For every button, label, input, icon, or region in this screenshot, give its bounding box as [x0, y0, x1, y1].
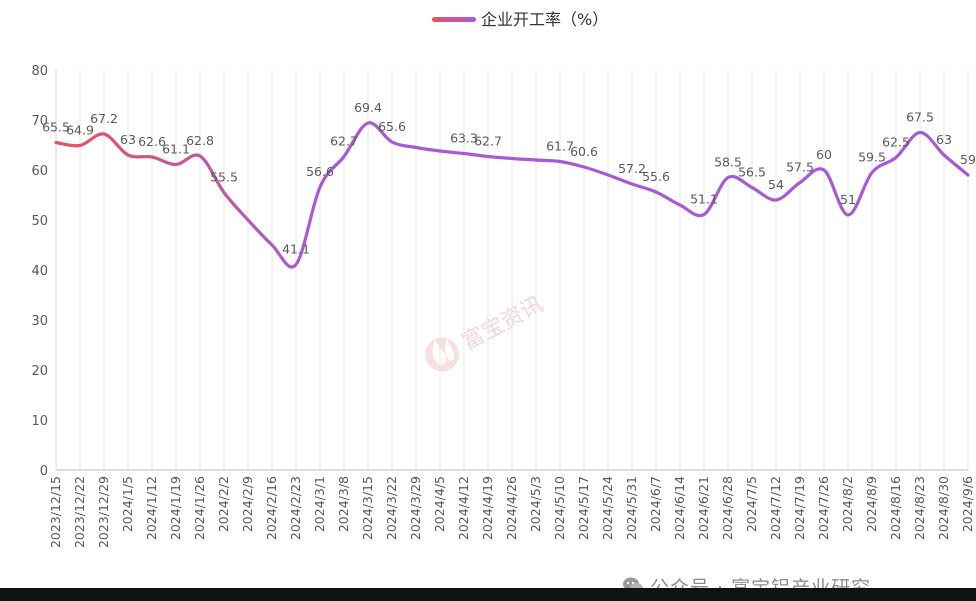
x-tick-label: 2024/6/7: [648, 476, 663, 532]
watermark-center: 富宝资讯: [425, 292, 548, 372]
x-tick-label: 2023/12/29: [96, 476, 111, 548]
x-tick-label: 2024/9/6: [960, 476, 975, 532]
data-label: 60: [816, 147, 832, 162]
x-tick-label: 2024/2/2: [216, 476, 231, 532]
x-tick-label: 2024/5/17: [576, 476, 591, 540]
data-label: 64.9: [66, 123, 94, 138]
data-label: 61.1: [162, 142, 190, 157]
x-tick-label: 2024/2/23: [288, 476, 303, 540]
y-tick-label: 80: [31, 64, 48, 79]
vertical-gridlines: [55, 70, 969, 470]
data-label: 41.1: [282, 242, 310, 257]
x-tick-label: 2024/1/5: [120, 476, 135, 532]
x-tick-label: 2024/8/30: [936, 476, 951, 540]
x-tick-label: 2024/2/9: [240, 476, 255, 532]
data-label: 62.7: [330, 134, 358, 149]
data-label: 65.6: [378, 119, 406, 134]
data-label: 67.2: [90, 111, 118, 126]
axes: [55, 70, 968, 471]
x-tick-label: 2024/1/12: [144, 476, 159, 540]
x-tick-label: 2023/12/22: [72, 476, 87, 548]
data-label: 58.5: [714, 155, 742, 170]
x-tick-label: 2024/3/29: [408, 476, 423, 540]
x-tick-label: 2024/3/8: [336, 476, 351, 532]
legend: 企业开工率（%）: [432, 10, 608, 29]
data-label: 65.5: [42, 120, 70, 135]
data-label: 57.5: [786, 160, 814, 175]
y-tick-label: 60: [31, 164, 48, 179]
x-tick-label: 2024/6/14: [672, 476, 687, 540]
data-label: 63: [936, 132, 952, 147]
x-tick-label: 2024/1/26: [192, 476, 207, 540]
y-tick-label: 50: [31, 214, 48, 229]
data-label: 59.5: [858, 150, 886, 165]
data-labels: 65.564.967.263 62.661.162.855.541.156.662…: [42, 100, 976, 257]
data-label: 62.8: [186, 133, 214, 148]
x-tick-label: 2024/4/19: [480, 476, 495, 540]
data-label: 60.6: [570, 144, 598, 159]
x-tick-label: 2024/8/23: [912, 476, 927, 540]
data-label: 51.1: [690, 192, 718, 207]
x-axis-ticks: 2023/12/15 2023/12/22 2023/12/29 2024/1/5 20…: [48, 476, 975, 548]
series-line: [54, 121, 970, 269]
data-label: 54: [768, 177, 784, 192]
x-tick-label: 2024/8/2: [840, 476, 855, 532]
data-label: 51: [840, 192, 856, 207]
data-label: 63.3: [450, 131, 478, 146]
data-label: 55.5: [210, 170, 238, 185]
y-tick-label: 40: [31, 264, 48, 279]
data-label: 67.5: [906, 110, 934, 125]
x-tick-label: 2024/7/5: [744, 476, 759, 532]
x-tick-label: 2024/7/19: [792, 476, 807, 540]
y-axis-ticks: 0 10 20 30 40 50 60 70 80: [31, 64, 48, 479]
data-label: 56.6: [306, 164, 334, 179]
data-label: 62.5: [882, 135, 910, 150]
x-tick-label: 2024/7/26: [816, 476, 831, 540]
y-tick-label: 20: [31, 364, 48, 379]
watermark-center-text: 富宝资讯: [458, 292, 547, 355]
x-tick-label: 2024/5/24: [600, 476, 615, 540]
y-tick-label: 10: [31, 414, 48, 429]
y-tick-label: 70: [31, 114, 48, 129]
x-tick-label: 2024/5/31: [624, 476, 639, 540]
x-tick-label: 2024/7/12: [768, 476, 783, 540]
y-tick-label: 0: [40, 464, 48, 479]
data-label: 56.5: [738, 165, 766, 180]
x-tick-label: 2024/8/16: [888, 476, 903, 540]
data-label: 63: [120, 132, 136, 147]
data-label: 55.6: [642, 169, 670, 184]
watermark-logo-icon: [425, 337, 460, 372]
x-tick-label: 2024/8/9: [864, 476, 879, 532]
x-tick-label: 2024/5/3: [528, 476, 543, 532]
x-tick-label: 2024/3/22: [384, 476, 399, 540]
data-label: 59: [960, 152, 976, 167]
x-tick-label: 2024/3/15: [360, 476, 375, 540]
bottom-bar: [0, 588, 976, 601]
line-chart: 企业开工率（%） 富宝资讯 0 10 20 30 40 50 60 70 80 2023/12/…: [31, 10, 976, 548]
chart-canvas: 企业开工率（%） 富宝资讯 0 10 20 30 40 50 60 70 80 2023/12/…: [31, 10, 976, 599]
data-label: 62.6: [138, 134, 166, 149]
x-tick-label: 2024/2/16: [264, 476, 279, 540]
x-tick-label: 2024/5/10: [552, 476, 567, 540]
data-label: 61.7: [546, 139, 574, 154]
data-label: 57.2: [618, 161, 646, 176]
legend-swatch: [432, 17, 476, 22]
data-label: 62.7: [474, 134, 502, 149]
x-tick-label: 2024/4/12: [456, 476, 471, 540]
y-tick-label: 30: [31, 314, 48, 329]
legend-label: 企业开工率（%）: [481, 10, 608, 29]
x-tick-label: 2024/3/1: [312, 476, 327, 532]
x-tick-label: 2023/12/15: [48, 476, 63, 548]
x-tick-label: 2024/4/5: [432, 476, 447, 532]
data-label: 69.4: [354, 100, 382, 115]
x-tick-label: 2024/4/26: [504, 476, 519, 540]
x-tick-label: 2024/6/28: [720, 476, 735, 540]
x-tick-label: 2024/6/21: [696, 476, 711, 540]
x-tick-label: 2024/1/19: [168, 476, 183, 540]
